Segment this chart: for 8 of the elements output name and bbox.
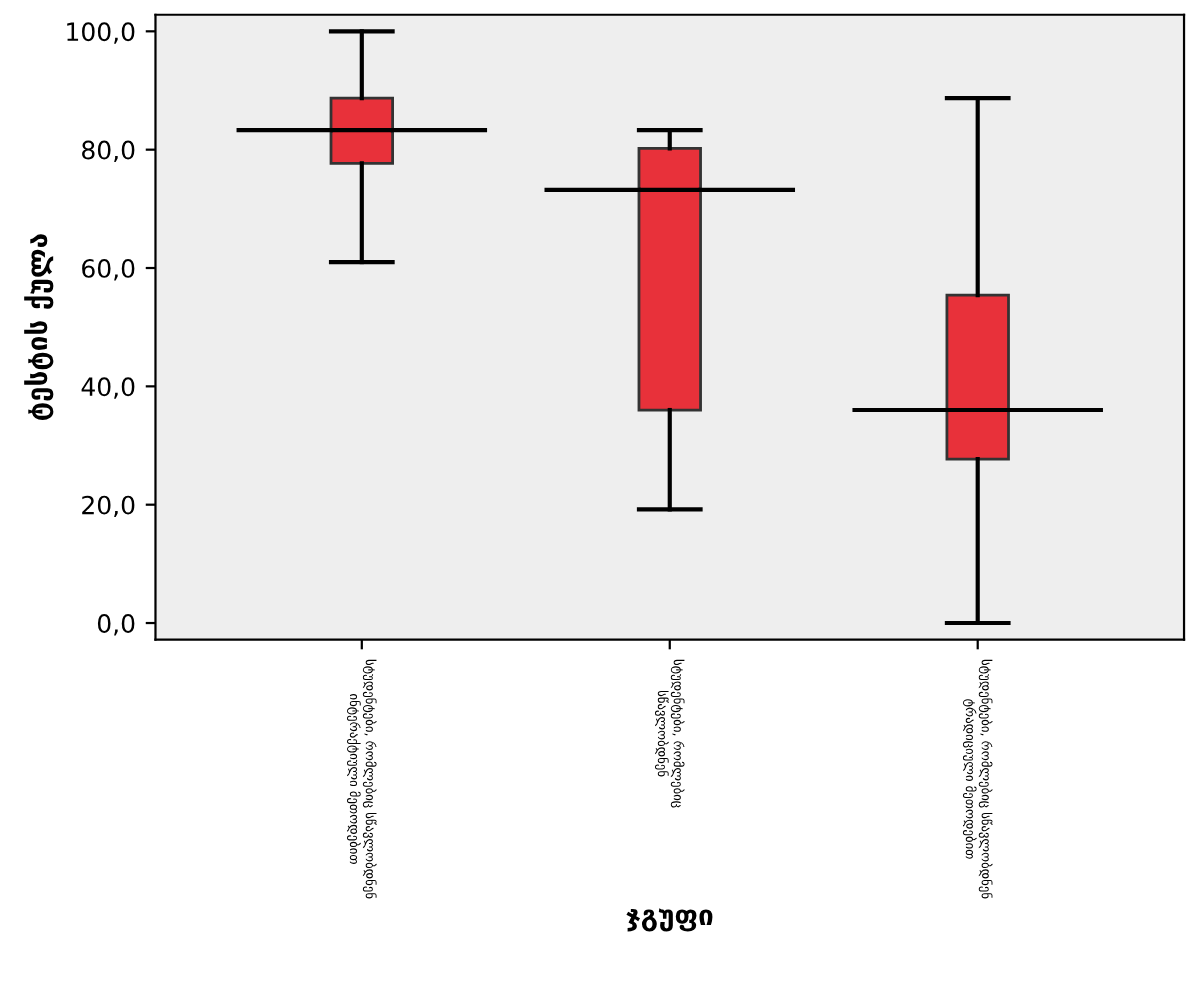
y-tick-label: 100,0 [67,22,135,44]
x-axis-title: ჯგუფი [626,908,713,932]
y-tick-label: 40,0 [81,377,135,399]
y-tick-label: 20,0 [82,495,135,518]
y-tick-label: 60,0 [82,258,135,281]
y-tick-label: 80,0 [82,140,135,163]
y-tick-label: 0,0 [97,613,135,636]
y-axis-title: ტესტის ქულა [24,234,54,421]
